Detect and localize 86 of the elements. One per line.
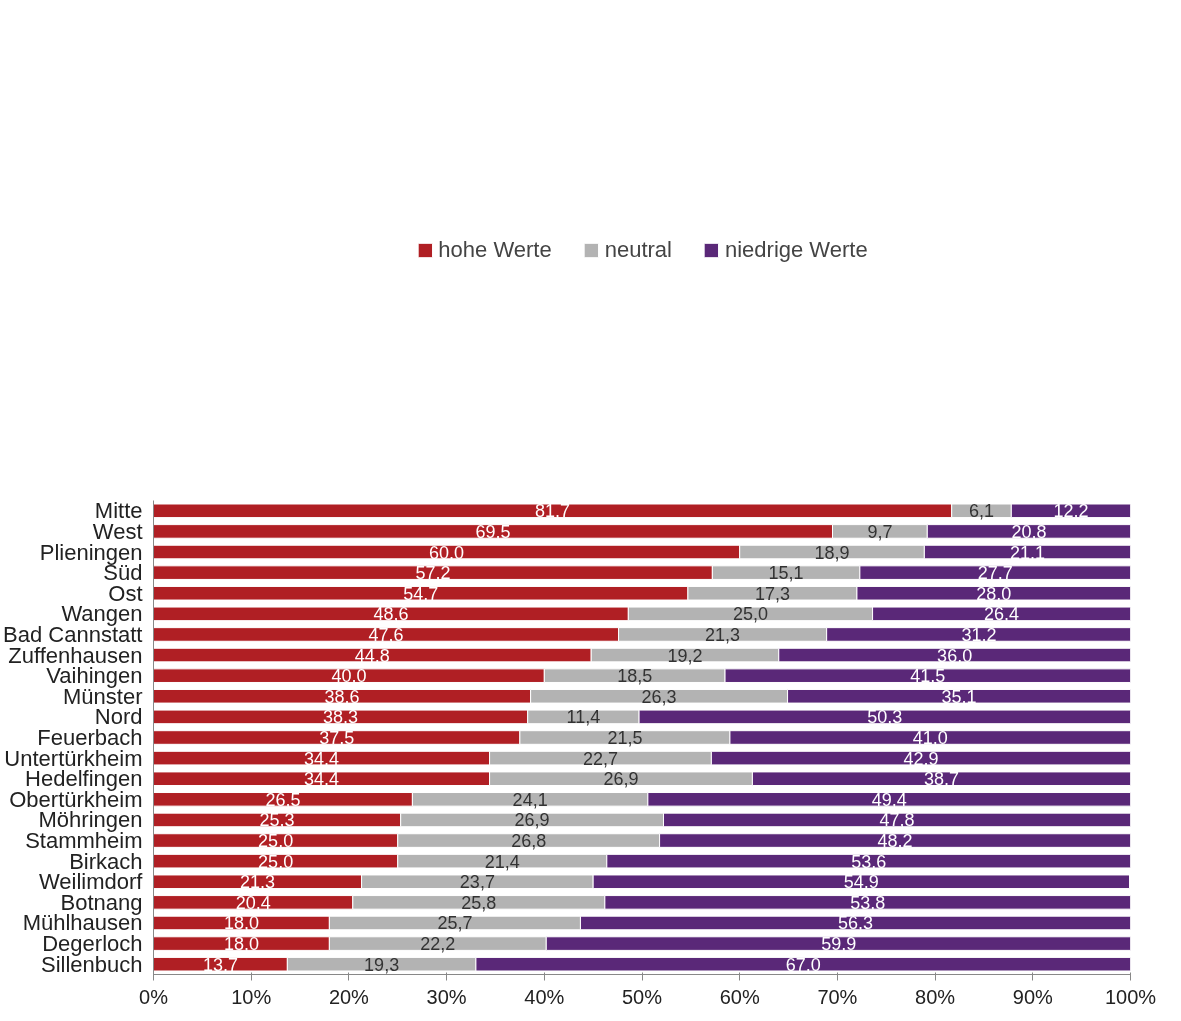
data-label: 56,3 — [837, 913, 873, 934]
data-label: 26,9 — [603, 769, 639, 790]
data-label: 40,0 — [331, 666, 367, 687]
data-label: 42,9 — [903, 748, 939, 769]
data-label: 47,6 — [368, 624, 404, 645]
data-label: 57,2 — [415, 563, 451, 584]
x-tick-label: 80% — [915, 985, 956, 1008]
data-label: 22,7 — [582, 748, 619, 769]
x-tick-label: 50% — [621, 985, 663, 1008]
x-tick-label: 70% — [817, 985, 858, 1008]
data-label: 12,2 — [1053, 501, 1089, 522]
data-label: 9,7 — [867, 521, 893, 542]
data-label: 21,3 — [705, 624, 741, 645]
data-label: 49,4 — [871, 789, 907, 810]
data-label: 21,5 — [607, 728, 643, 748]
legend-label: neutral — [604, 237, 672, 263]
data-label: 48,2 — [877, 831, 913, 852]
data-label: 27,7 — [977, 563, 1013, 584]
x-tick-label: 10% — [231, 985, 272, 1008]
data-label: 18,0 — [223, 934, 259, 955]
data-label: 47,8 — [879, 810, 915, 831]
data-label: 24,1 — [512, 789, 548, 810]
y-tick-label: Ost — [108, 580, 143, 606]
legend-label: niedrige Werte — [724, 237, 868, 263]
data-label: 11,4 — [566, 707, 601, 728]
data-label: 38,6 — [324, 686, 360, 707]
data-label: 41,0 — [912, 728, 948, 748]
data-label: 20,4 — [235, 892, 271, 913]
data-label: 15,1 — [768, 563, 804, 584]
x-tick-label: 100% — [1104, 985, 1157, 1008]
data-label: 38,3 — [323, 707, 359, 728]
y-tick-label: Zuffenhausen — [8, 642, 143, 668]
data-label: 21,1 — [1009, 542, 1045, 563]
data-label: 31,2 — [961, 624, 997, 645]
x-tick-label: 60% — [719, 985, 760, 1008]
data-label: 25,8 — [461, 892, 497, 913]
data-label: 22,2 — [420, 934, 456, 955]
data-label: 13,7 — [202, 954, 238, 975]
data-label: 54,7 — [403, 583, 439, 604]
data-label: 19,3 — [364, 954, 400, 975]
data-label: 35,1 — [941, 686, 977, 707]
data-label: 48,6 — [373, 604, 409, 625]
data-label: 23,7 — [459, 872, 495, 893]
x-tick-label: 90% — [1012, 985, 1054, 1008]
data-label: 34,4 — [304, 769, 340, 790]
x-tick-label: 0% — [139, 985, 169, 1008]
x-tick-label: 20% — [328, 985, 370, 1008]
data-label: 19,2 — [667, 645, 703, 666]
data-label: 26,4 — [984, 604, 1020, 625]
data-label: 25,3 — [259, 810, 295, 831]
data-label: 25,0 — [258, 851, 294, 872]
data-label: 26,5 — [265, 789, 301, 810]
data-label: 25,0 — [258, 831, 294, 852]
data-label: 26,8 — [511, 831, 547, 852]
data-label: 50,3 — [867, 707, 903, 728]
data-label: 37,5 — [319, 728, 355, 748]
data-label: 36,0 — [937, 645, 973, 666]
data-label: 25,7 — [437, 913, 473, 934]
data-label: 18,9 — [814, 542, 850, 563]
data-label: 69,5 — [475, 521, 511, 542]
x-tick-label: 30% — [426, 985, 467, 1008]
data-label: 20,8 — [1011, 521, 1047, 542]
data-label: 25,0 — [732, 604, 768, 625]
data-label: 6,1 — [969, 501, 995, 522]
data-label: 21,4 — [484, 851, 520, 872]
data-label: 38,7 — [923, 769, 959, 790]
data-label: 18,5 — [617, 666, 653, 687]
x-tick-label: 40% — [524, 985, 565, 1008]
data-label: 67,0 — [785, 954, 821, 975]
legend-label: hohe Werte — [438, 237, 552, 263]
data-label: 18,0 — [223, 913, 259, 934]
data-label: 28,0 — [976, 583, 1012, 604]
data-label: 54,9 — [843, 872, 879, 893]
data-label: 26,9 — [514, 810, 550, 831]
data-label: 53,8 — [850, 892, 886, 913]
data-label: 53,6 — [851, 851, 887, 872]
data-label: 41,5 — [910, 666, 946, 687]
data-label: 59,9 — [821, 934, 857, 955]
data-label: 81,7 — [535, 501, 571, 522]
data-label: 34,4 — [304, 748, 340, 769]
data-label: 21,3 — [240, 872, 276, 893]
y-tick-label: Möhringen — [38, 807, 143, 833]
data-label: 17,3 — [754, 583, 790, 604]
data-label: 26,3 — [641, 686, 677, 707]
data-label: 44,8 — [354, 645, 390, 666]
data-label: 60,0 — [429, 542, 465, 563]
